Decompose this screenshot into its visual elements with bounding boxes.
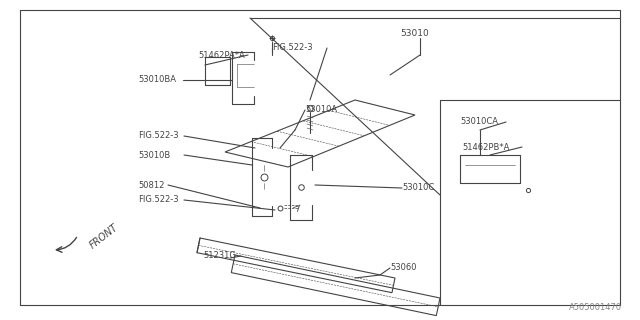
Text: 53010A: 53010A xyxy=(305,106,337,115)
Text: FIG.522-3: FIG.522-3 xyxy=(138,132,179,140)
Text: 53060: 53060 xyxy=(390,263,417,273)
Text: FIG.522-3: FIG.522-3 xyxy=(138,196,179,204)
Text: 53010B: 53010B xyxy=(138,150,170,159)
Text: 53010CA: 53010CA xyxy=(460,117,498,126)
Text: 51462PB*A: 51462PB*A xyxy=(462,142,509,151)
Text: FIG.522-3: FIG.522-3 xyxy=(272,44,312,52)
Text: A505001470: A505001470 xyxy=(569,303,622,312)
Text: 53010: 53010 xyxy=(400,28,429,37)
Text: 53010C: 53010C xyxy=(402,183,435,193)
Text: 53010BA: 53010BA xyxy=(138,76,176,84)
Text: FRONT: FRONT xyxy=(88,222,120,250)
Text: 51231G: 51231G xyxy=(203,252,236,260)
Text: 50812: 50812 xyxy=(138,180,164,189)
Text: 51462PA*A: 51462PA*A xyxy=(198,51,244,60)
